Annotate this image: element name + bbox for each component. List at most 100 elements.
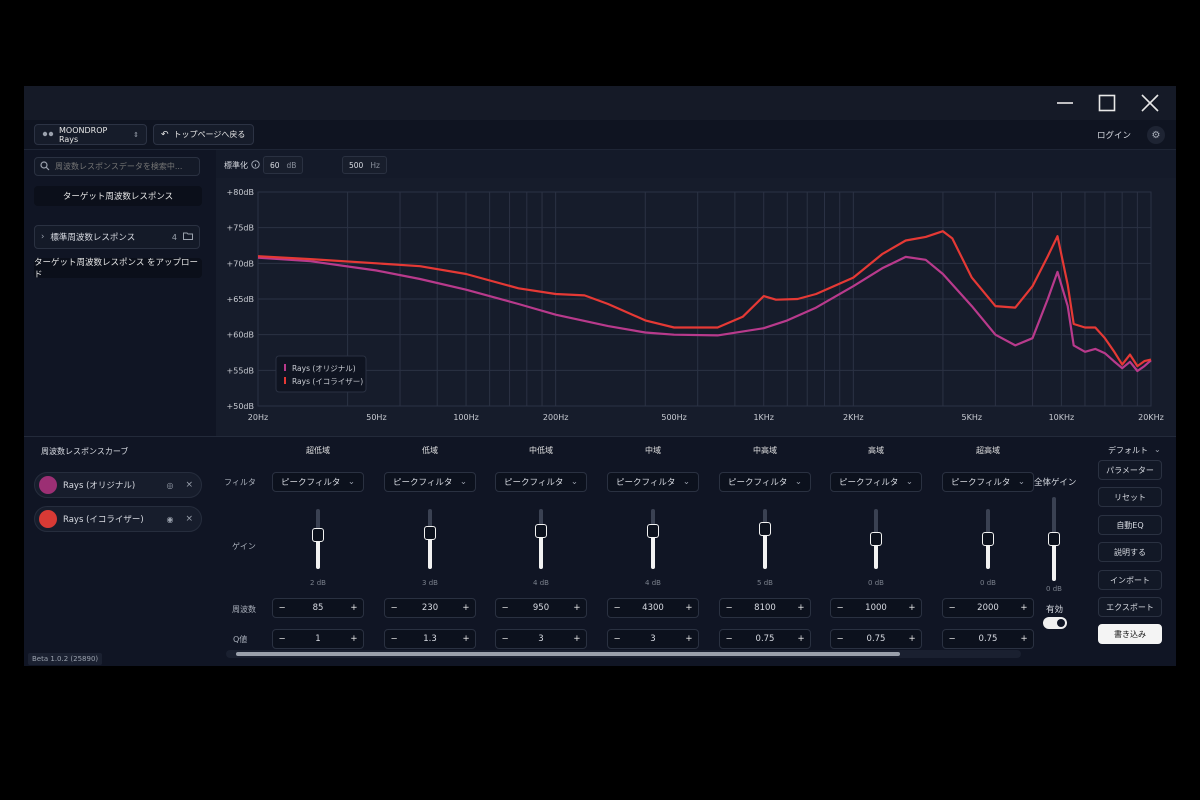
slider-thumb[interactable] <box>1048 532 1060 546</box>
q-value[interactable]: 3 <box>538 634 544 644</box>
plus-button[interactable]: + <box>685 603 693 613</box>
write-button[interactable]: 書き込み <box>1098 624 1162 644</box>
filter-type-select[interactable]: ピークフィルタ ⌄ <box>495 472 587 492</box>
minus-button[interactable]: − <box>948 634 956 644</box>
preset-selector[interactable]: デフォルト ⌄ <box>1108 445 1161 456</box>
frequency-value[interactable]: 2000 <box>977 603 999 613</box>
frequency-value[interactable]: 950 <box>532 603 550 613</box>
curve-item-equalizer[interactable]: Rays (イコライザー) ◉ × <box>34 506 202 532</box>
minus-button[interactable]: − <box>613 634 621 644</box>
gain-slider[interactable] <box>534 509 548 569</box>
export-button[interactable]: エクスポート <box>1098 597 1162 617</box>
global-gain-slider[interactable] <box>1047 497 1061 581</box>
frequency-stepper[interactable]: − 950 + <box>495 598 587 618</box>
plus-button[interactable]: + <box>797 603 805 613</box>
minus-button[interactable]: − <box>390 634 398 644</box>
frequency-value[interactable]: 230 <box>421 603 439 613</box>
frequency-stepper[interactable]: − 85 + <box>272 598 364 618</box>
frequency-stepper[interactable]: − 2000 + <box>942 598 1034 618</box>
q-stepper[interactable]: − 1.3 + <box>384 629 476 649</box>
frequency-value[interactable]: 85 <box>312 603 324 613</box>
q-value[interactable]: 3 <box>650 634 656 644</box>
minus-button[interactable]: − <box>278 634 286 644</box>
q-stepper[interactable]: − 0.75 + <box>719 629 811 649</box>
filter-type-select[interactable]: ピークフィルタ ⌄ <box>607 472 699 492</box>
close-icon[interactable]: × <box>185 514 193 524</box>
eye-off-icon[interactable]: ◎ <box>166 480 174 490</box>
gain-slider[interactable] <box>758 509 772 569</box>
eye-icon[interactable]: ◉ <box>166 514 174 524</box>
gain-slider[interactable] <box>646 509 660 569</box>
reset-button[interactable]: リセット <box>1098 487 1162 507</box>
q-value[interactable]: 0.75 <box>866 634 886 644</box>
upload-target-button[interactable]: ターゲット周波数レスポンス をアップロード <box>34 258 202 280</box>
back-to-top-button[interactable]: ↶ トップページへ戻る <box>153 124 254 145</box>
q-value[interactable]: 0.75 <box>978 634 998 644</box>
plus-button[interactable]: + <box>1020 634 1028 644</box>
curve-item-original[interactable]: Rays (オリジナル) ◎ × <box>34 472 202 498</box>
minus-button[interactable]: − <box>836 603 844 613</box>
gain-slider[interactable] <box>981 509 995 569</box>
frequency-value[interactable]: 4300 <box>642 603 664 613</box>
plus-button[interactable]: + <box>685 634 693 644</box>
q-stepper[interactable]: − 3 + <box>607 629 699 649</box>
frequency-value[interactable]: 8100 <box>754 603 776 613</box>
filter-type-select[interactable]: ピークフィルタ ⌄ <box>830 472 922 492</box>
plus-button[interactable]: + <box>350 634 358 644</box>
normalize-toggle[interactable]: 標準化 <box>224 160 260 171</box>
slider-thumb[interactable] <box>312 528 324 543</box>
q-value[interactable]: 0.75 <box>755 634 775 644</box>
minus-button[interactable]: − <box>501 634 509 644</box>
minus-button[interactable]: − <box>836 634 844 644</box>
auto-eq-button[interactable]: 自動EQ <box>1098 515 1162 535</box>
frequency-stepper[interactable]: − 230 + <box>384 598 476 618</box>
slider-thumb[interactable] <box>647 524 659 539</box>
minus-button[interactable]: − <box>725 634 733 644</box>
slider-thumb[interactable] <box>870 532 882 546</box>
target-response-button[interactable]: ターゲット周波数レスポンス <box>34 186 202 206</box>
slider-thumb[interactable] <box>535 524 547 539</box>
q-value[interactable]: 1.3 <box>423 634 437 644</box>
scrollbar-thumb[interactable] <box>236 652 900 656</box>
plus-button[interactable]: + <box>797 634 805 644</box>
minus-button[interactable]: − <box>278 603 286 613</box>
plus-button[interactable]: + <box>462 634 470 644</box>
filter-type-select[interactable]: ピークフィルタ ⌄ <box>942 472 1034 492</box>
gain-slider[interactable] <box>311 509 325 569</box>
minimize-icon[interactable] <box>1052 92 1078 114</box>
filter-type-select[interactable]: ピークフィルタ ⌄ <box>719 472 811 492</box>
minus-button[interactable]: − <box>501 603 509 613</box>
frequency-stepper[interactable]: − 4300 + <box>607 598 699 618</box>
filter-type-select[interactable]: ピークフィルタ ⌄ <box>272 472 364 492</box>
minus-button[interactable]: − <box>948 603 956 613</box>
maximize-icon[interactable] <box>1094 92 1120 114</box>
import-button[interactable]: インポート <box>1098 570 1162 590</box>
plus-button[interactable]: + <box>573 634 581 644</box>
normalize-hz-field[interactable]: 500 Hz <box>342 156 387 174</box>
close-icon[interactable]: × <box>185 480 193 490</box>
q-stepper[interactable]: − 0.75 + <box>830 629 922 649</box>
gain-slider[interactable] <box>423 509 437 569</box>
standard-response-folder[interactable]: › 標準周波数レスポンス 4 <box>34 225 200 249</box>
plus-button[interactable]: + <box>1020 603 1028 613</box>
plus-button[interactable]: + <box>908 634 916 644</box>
gain-slider[interactable] <box>869 509 883 569</box>
q-stepper[interactable]: − 3 + <box>495 629 587 649</box>
plus-button[interactable]: + <box>908 603 916 613</box>
plus-button[interactable]: + <box>350 603 358 613</box>
login-button[interactable]: ログイン <box>1097 131 1132 141</box>
search-input[interactable] <box>55 162 195 171</box>
slider-thumb[interactable] <box>982 532 994 546</box>
device-selector[interactable]: MOONDROP Rays ⇕ <box>34 124 147 145</box>
frequency-value[interactable]: 1000 <box>865 603 887 613</box>
plus-button[interactable]: + <box>573 603 581 613</box>
frequency-stepper[interactable]: − 8100 + <box>719 598 811 618</box>
filter-type-select[interactable]: ピークフィルタ ⌄ <box>384 472 476 492</box>
minus-button[interactable]: − <box>613 603 621 613</box>
q-stepper[interactable]: − 1 + <box>272 629 364 649</box>
slider-thumb[interactable] <box>759 522 771 537</box>
describe-button[interactable]: 説明する <box>1098 542 1162 562</box>
gear-icon[interactable]: ⚙ <box>1147 126 1165 144</box>
plus-button[interactable]: + <box>462 603 470 613</box>
normalize-db-field[interactable]: 60 dB <box>263 156 304 174</box>
